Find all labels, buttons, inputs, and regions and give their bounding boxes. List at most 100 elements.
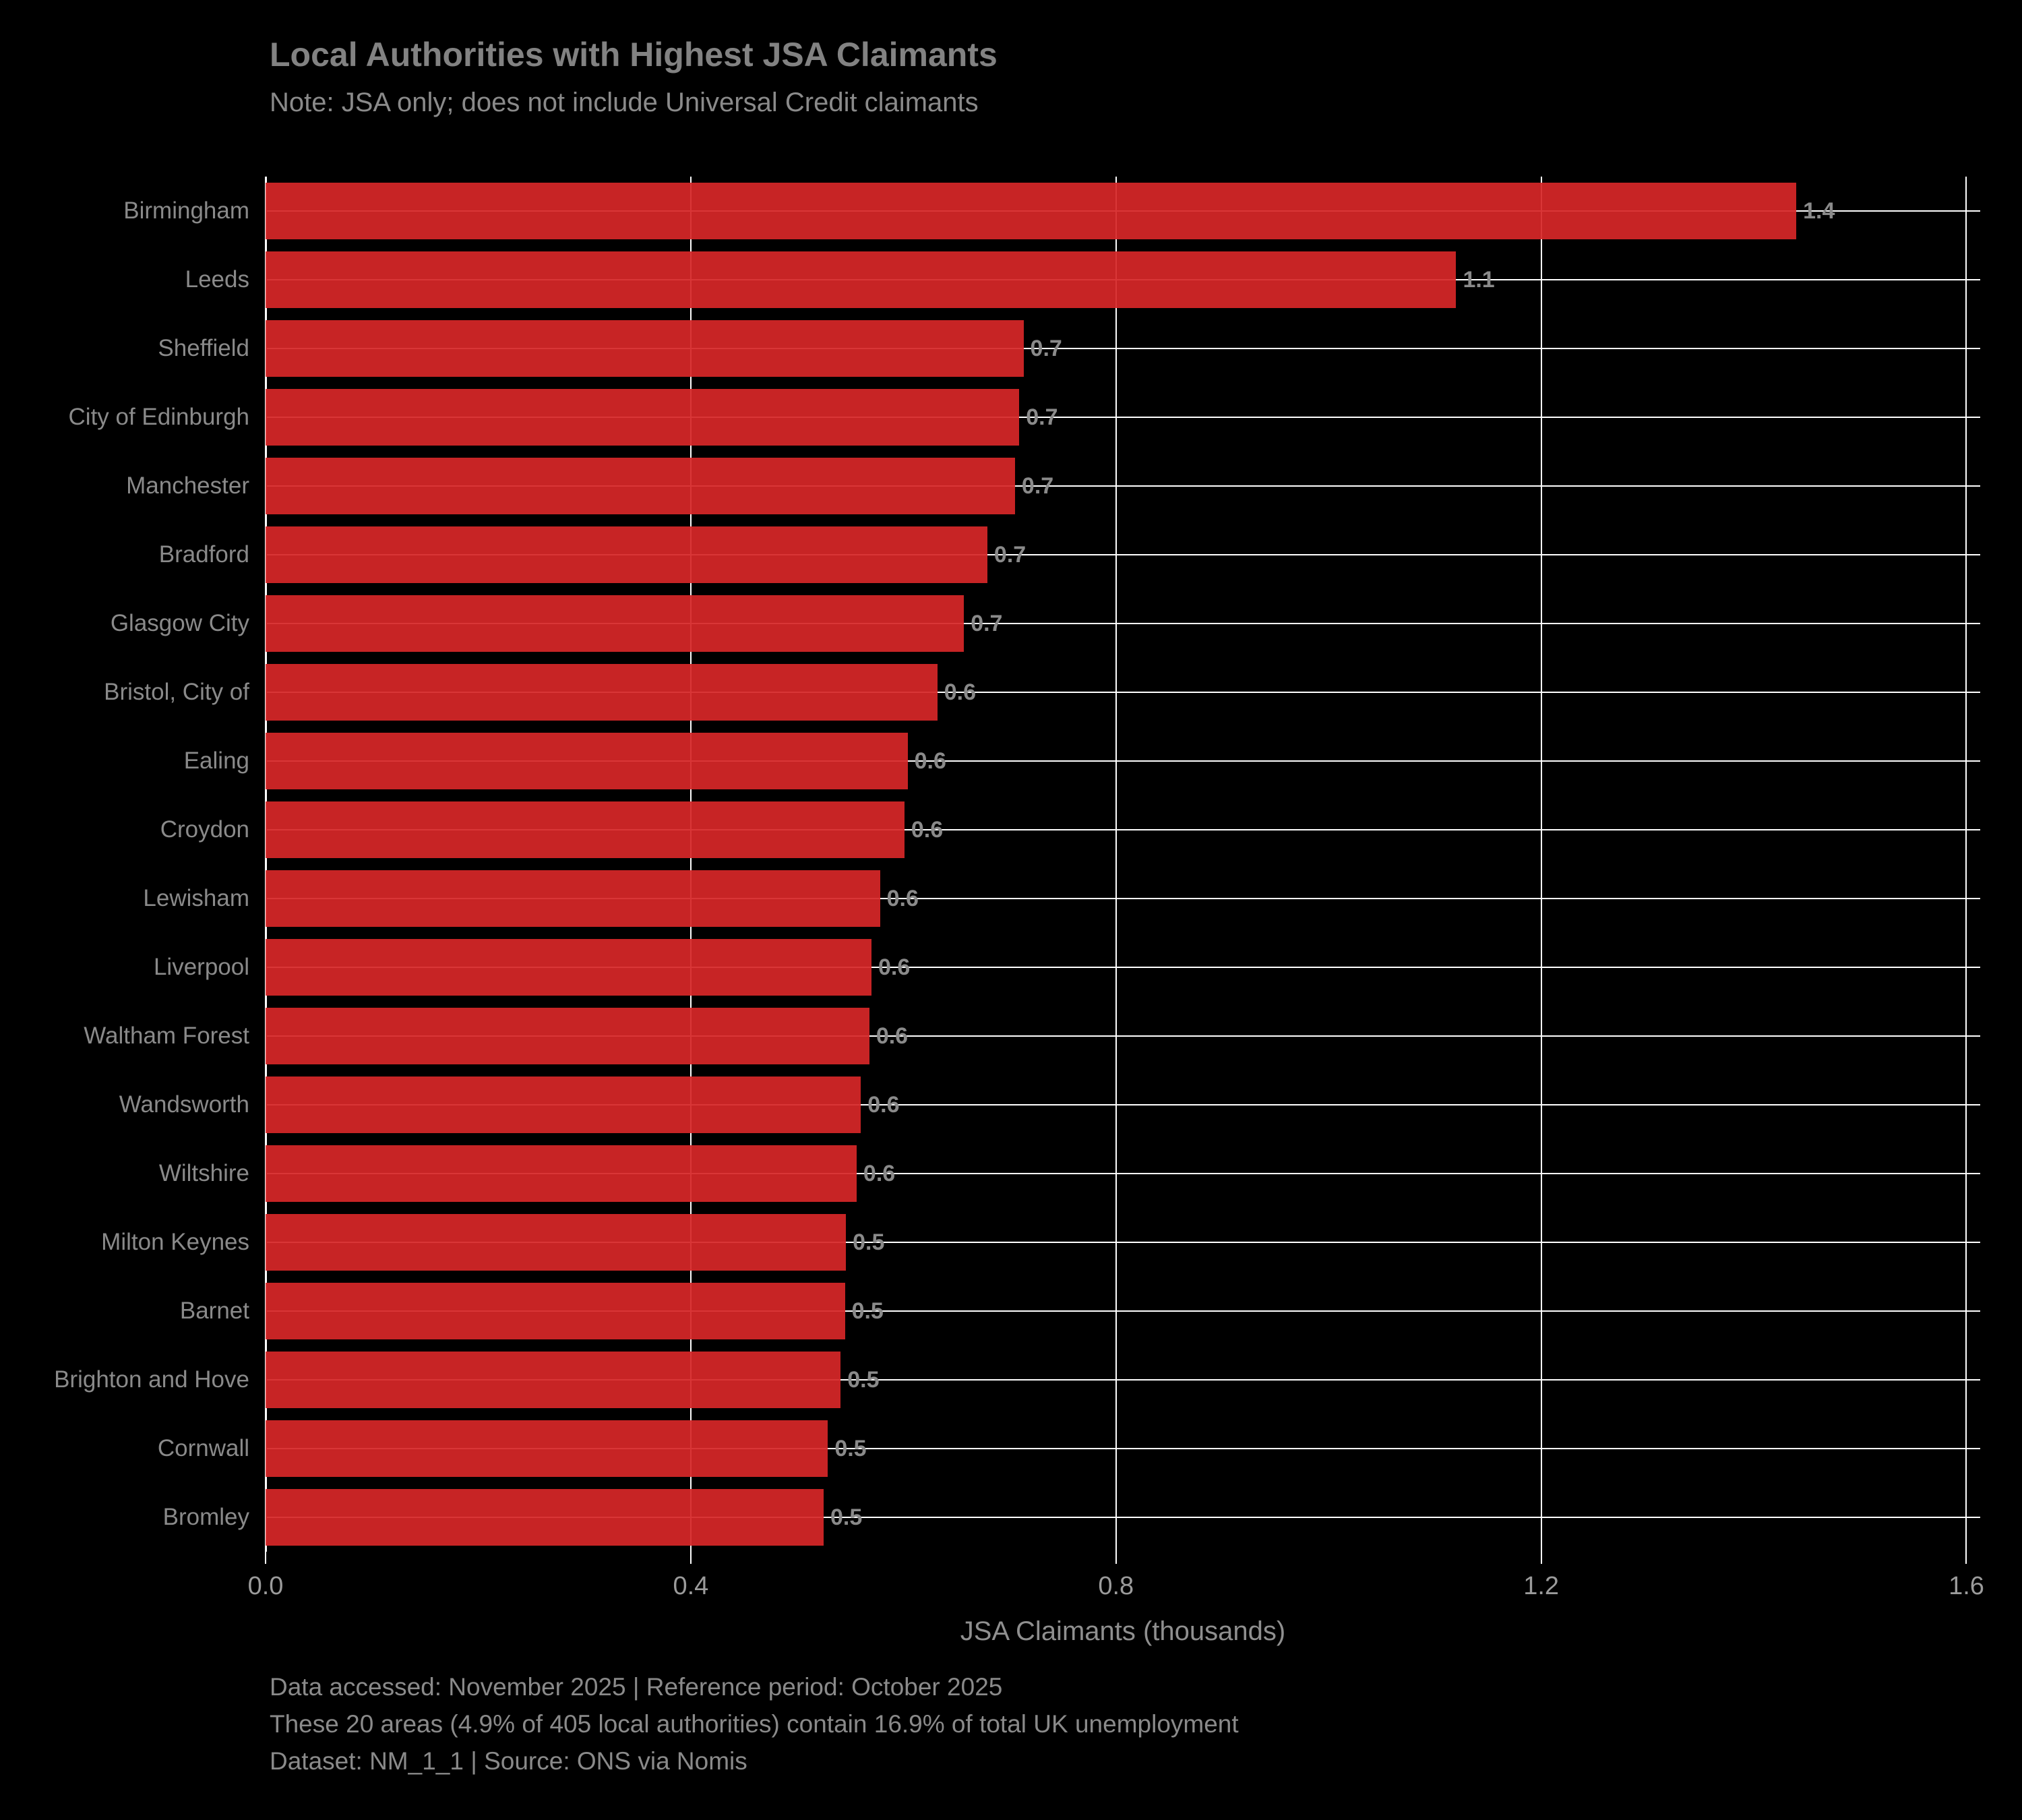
gridline-horizontal — [266, 1379, 1980, 1381]
x-tick-label: 0.0 — [247, 1572, 284, 1600]
gridline-horizontal — [266, 967, 1980, 968]
gridline-vertical — [1965, 177, 1967, 1552]
bar-value-label: 0.6 — [944, 679, 977, 705]
chart-title: Local Authorities with Highest JSA Claim… — [270, 36, 998, 73]
bar-value-label: 0.6 — [914, 748, 946, 774]
x-axis-tick — [1540, 1552, 1542, 1564]
gridline-horizontal — [266, 1104, 1980, 1105]
category-label: Glasgow City — [110, 610, 249, 636]
bar-wandsworth — [266, 1076, 861, 1133]
bar-value-label: 0.7 — [1026, 404, 1058, 430]
bar-bradford — [266, 526, 987, 583]
bar-value-label: 0.7 — [993, 542, 1027, 568]
gridline-vertical — [690, 177, 692, 1552]
x-axis-label: JSA Claimants (thousands) — [960, 1616, 1286, 1646]
bar-city-of-edinburgh — [266, 389, 1020, 446]
gridline-horizontal — [266, 829, 1980, 830]
bar-milton-keynes — [266, 1214, 847, 1271]
x-axis-tick — [1115, 1552, 1117, 1564]
x-tick-label: 1.6 — [1949, 1572, 1984, 1600]
bar-value-label: 0.5 — [830, 1505, 863, 1530]
category-label: Barnet — [179, 1298, 249, 1324]
gridline-horizontal — [266, 623, 1980, 624]
gridline-horizontal — [266, 1173, 1980, 1174]
bar-bromley — [266, 1489, 824, 1546]
category-label: Sheffield — [158, 335, 249, 361]
gridline-horizontal — [266, 898, 1980, 899]
category-label: Bristol, City of — [104, 679, 249, 705]
category-label: Bradford — [158, 541, 249, 568]
bar-cornwall — [266, 1420, 828, 1477]
bar-waltham-forest — [266, 1008, 869, 1064]
bar-brighton-and-hove — [266, 1352, 841, 1408]
gridline-horizontal — [266, 1035, 1980, 1037]
category-label: Brighton and Hove — [54, 1366, 249, 1393]
gridline-horizontal — [266, 485, 1980, 487]
bar-lewisham — [266, 870, 880, 927]
gridline-horizontal — [266, 348, 1980, 349]
bar-value-label: 0.5 — [853, 1230, 885, 1255]
bar-birmingham — [266, 183, 1797, 239]
gridline-vertical — [1540, 177, 1542, 1552]
category-label: Wandsworth — [119, 1091, 249, 1118]
gridline-horizontal — [266, 760, 1980, 762]
bar-sheffield — [266, 320, 1024, 377]
bar-liverpool — [266, 939, 871, 996]
bar-wiltshire — [266, 1145, 857, 1202]
bar-ealing — [266, 733, 908, 789]
gridline-horizontal — [266, 1242, 1980, 1243]
category-label: Bromley — [162, 1504, 249, 1530]
category-label: Liverpool — [153, 954, 249, 980]
bar-value-label: 1.1 — [1463, 267, 1495, 293]
category-label: Lewisham — [143, 885, 249, 911]
category-label: Manchester — [126, 473, 249, 499]
footer-coverage-note: These 20 areas (4.9% of 405 local author… — [270, 1710, 1239, 1738]
gridline-horizontal — [266, 417, 1980, 418]
bar-value-label: 0.5 — [851, 1298, 884, 1324]
gridline-horizontal — [266, 554, 1980, 555]
gridline-vertical — [1115, 177, 1117, 1552]
category-label: Wiltshire — [158, 1160, 249, 1186]
category-label: Milton Keynes — [101, 1229, 249, 1255]
bar-value-label: 1.4 — [1803, 198, 1835, 224]
bar-value-label: 0.6 — [911, 817, 944, 843]
category-label: Waltham Forest — [84, 1023, 249, 1049]
x-tick-label: 0.4 — [673, 1572, 709, 1600]
category-label: Croydon — [160, 816, 249, 843]
chart-subtitle: Note: JSA only; does not include Univers… — [270, 88, 979, 117]
bar-value-label: 0.6 — [878, 954, 911, 980]
gridline-horizontal — [266, 1310, 1980, 1312]
bar-value-label: 0.6 — [863, 1161, 896, 1186]
bar-value-label: 0.6 — [876, 1023, 909, 1049]
bar-leeds — [266, 251, 1457, 308]
bar-bristol-city-of — [266, 664, 938, 721]
gridline-horizontal — [266, 692, 1980, 693]
category-label: Ealing — [183, 748, 249, 774]
bar-value-label: 0.7 — [1030, 336, 1062, 361]
bar-barnet — [266, 1283, 845, 1339]
bar-value-label: 0.7 — [971, 611, 1003, 636]
footer-data-accessed: Data accessed: November 2025 | Reference… — [270, 1673, 1003, 1701]
x-axis-tick — [265, 1552, 266, 1564]
bar-value-label: 0.5 — [834, 1436, 867, 1461]
category-label: Leeds — [185, 266, 249, 293]
category-label: City of Edinburgh — [68, 404, 249, 430]
bar-croydon — [266, 801, 905, 858]
bar-glasgow-city — [266, 595, 964, 652]
bar-value-label: 0.7 — [1021, 473, 1054, 499]
bar-value-label: 0.5 — [847, 1367, 880, 1393]
x-tick-label: 0.8 — [1098, 1572, 1134, 1600]
gridline-horizontal — [266, 1448, 1980, 1449]
x-axis-tick — [690, 1552, 692, 1564]
gridline-horizontal — [266, 1517, 1980, 1518]
bar-value-label: 0.6 — [867, 1092, 900, 1118]
y-axis-spine — [265, 177, 267, 1552]
bar-value-label: 0.6 — [886, 886, 919, 911]
x-axis-tick — [1965, 1552, 1967, 1564]
category-label: Cornwall — [157, 1435, 249, 1461]
x-tick-label: 1.2 — [1523, 1572, 1560, 1600]
category-label: Birmingham — [123, 198, 249, 224]
bar-manchester — [266, 458, 1015, 514]
